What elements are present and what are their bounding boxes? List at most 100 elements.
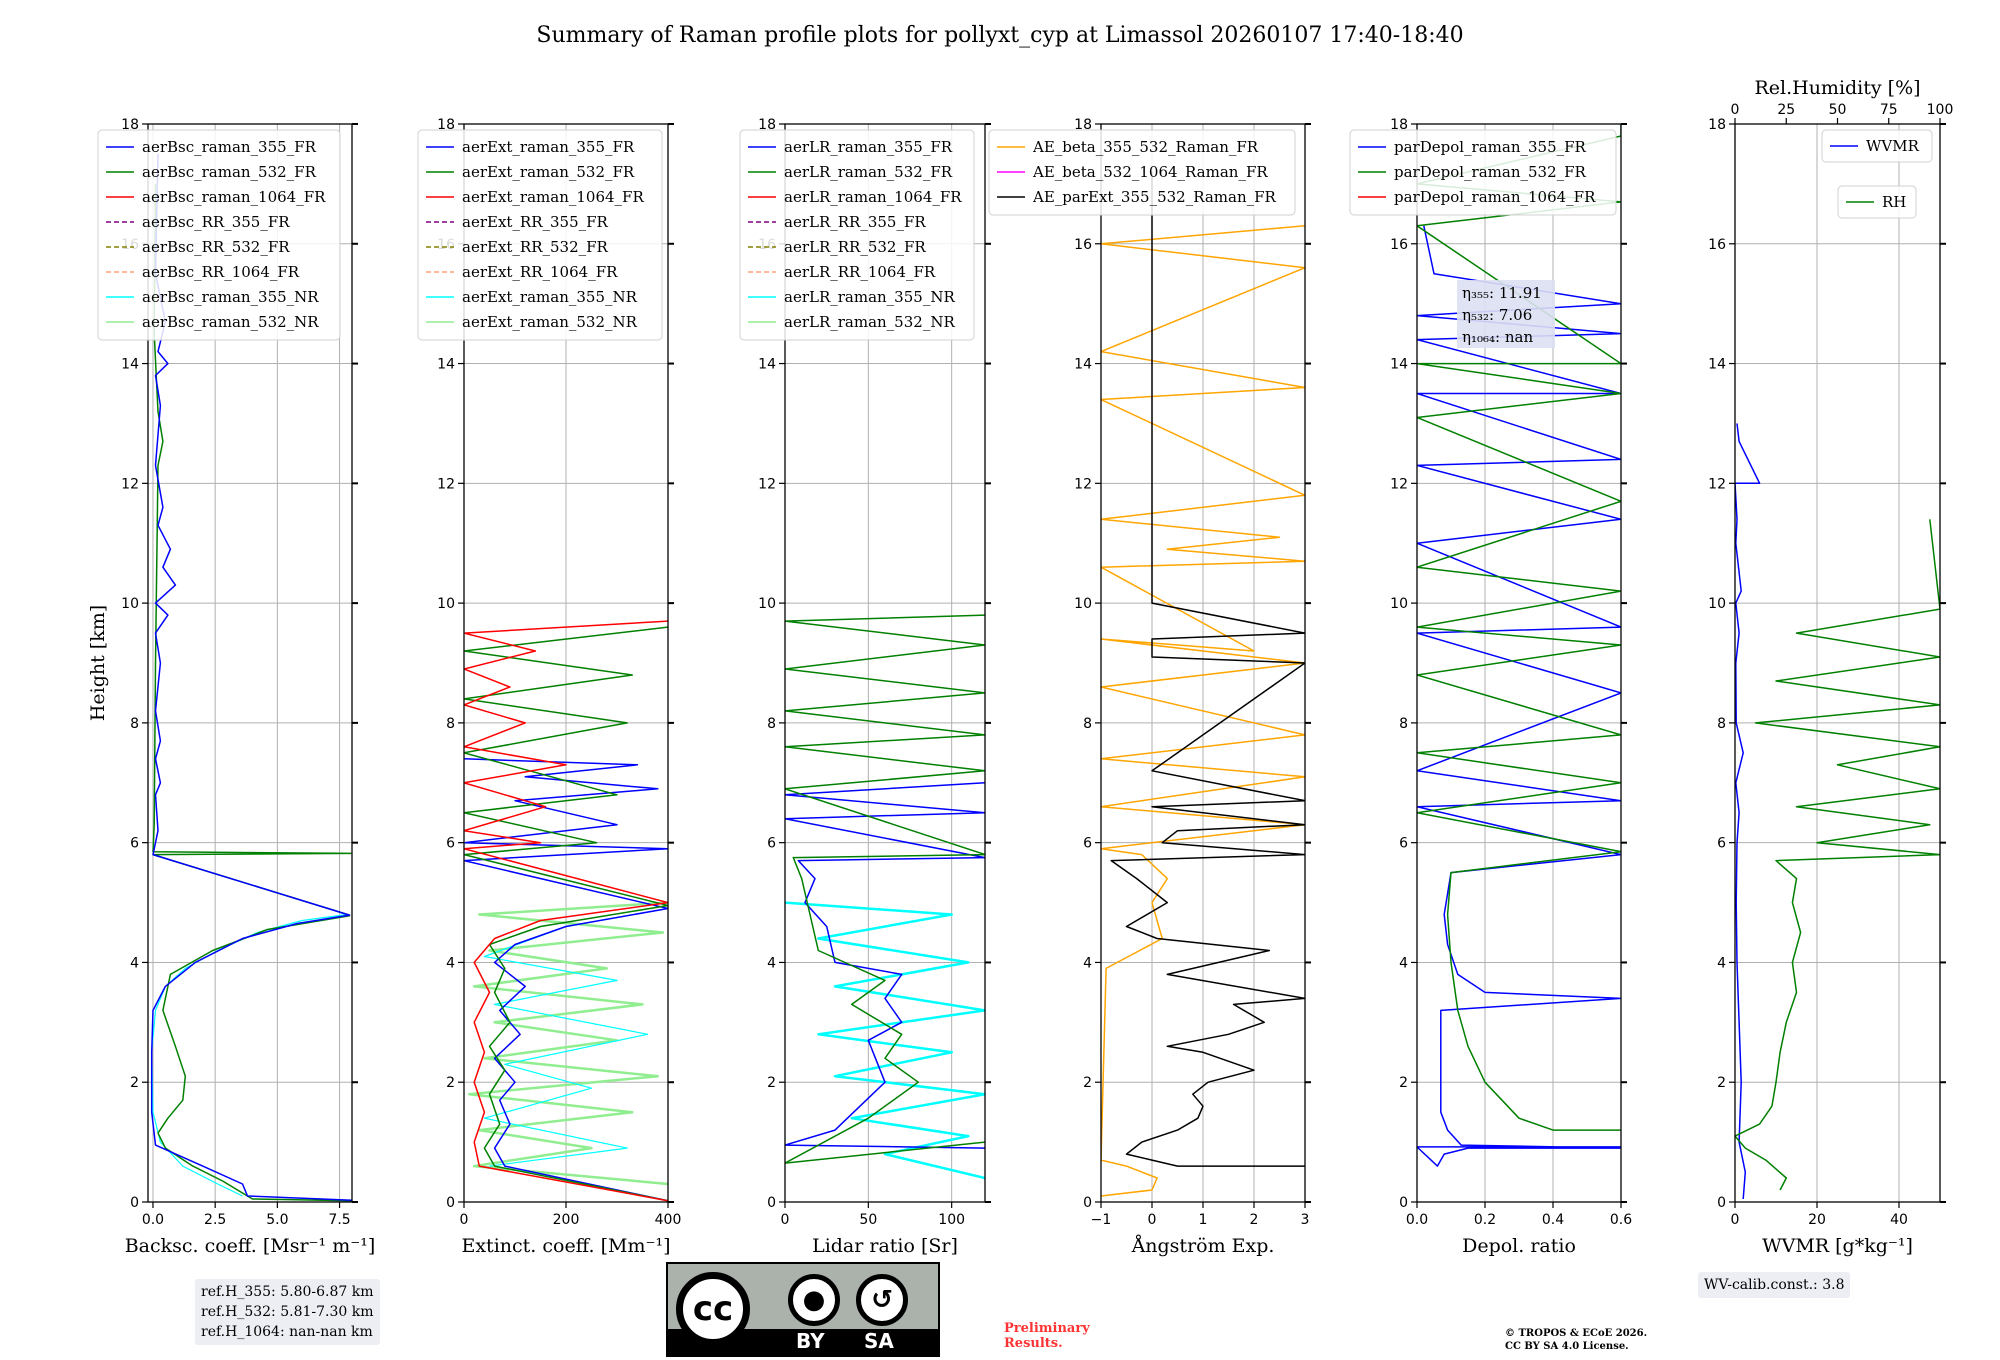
y-tick-label: 4 <box>1399 955 1408 971</box>
attribution-person-icon: ● <box>788 1274 840 1326</box>
plot-frame <box>147 123 353 1203</box>
y-tick-label: 0 <box>130 1195 139 1211</box>
legend-label: aerBsc_raman_1064_FR <box>142 188 326 206</box>
x-axis-label: Lidar ratio [Sr] <box>812 1235 958 1257</box>
y-tick-label: 14 <box>758 357 776 373</box>
legend-label: aerExt_raman_1064_FR <box>462 188 644 206</box>
cc-by-label: BY <box>796 1329 825 1353</box>
y-tick-label: 8 <box>1083 716 1092 732</box>
series-group <box>1101 171 1305 1197</box>
y-tick-label: 2 <box>767 1075 776 1091</box>
chart-panel-1: 0.02.55.07.5024681012141618Backsc. coeff… <box>87 117 375 1257</box>
plot-frame <box>784 123 986 1203</box>
series-line-aerBsc_raman_355_FR <box>150 153 352 1201</box>
y-tick-label: 10 <box>758 596 776 612</box>
x-tick-label: 3 <box>1301 1212 1310 1228</box>
y-tick-label: 2 <box>1399 1075 1408 1091</box>
y-tick-label: 0 <box>1083 1195 1092 1211</box>
y-tick-label: 14 <box>1390 357 1408 373</box>
legend: AE_beta_355_532_Raman_FR AE_beta_532_1064… <box>988 129 1296 216</box>
x-tick-label: 0.2 <box>1474 1212 1496 1228</box>
legend-box <box>739 129 975 341</box>
legend-label: aerLR_RR_1064_FR <box>784 263 936 281</box>
chart-panel-3: 050100024681012141618Lidar ratio [Sr]aer… <box>739 117 991 1257</box>
x-tick-label: 0 <box>1731 1212 1740 1228</box>
series-line-parDepol_raman_355_FR <box>1417 225 1621 1167</box>
x-tick-label: 0.6 <box>1610 1212 1632 1228</box>
x-tick-label: 0 <box>1148 1212 1157 1228</box>
copyright-note: © TROPOS & ECoE 2026. CC BY SA 4.0 Licen… <box>1505 1327 1647 1353</box>
y-tick-label: 10 <box>1708 596 1726 612</box>
series-line-RH <box>1735 519 1940 1191</box>
series-line-aerExt_raman_532_FR <box>464 626 668 1202</box>
y-tick-label: 4 <box>130 955 139 971</box>
legend-box <box>417 129 663 341</box>
y-tick-label: 0 <box>1717 1195 1726 1211</box>
legend-box <box>1349 129 1617 216</box>
legend-box <box>988 129 1296 216</box>
series-group <box>1735 423 1940 1200</box>
x-axis-label: Ångström Exp. <box>1131 1235 1275 1257</box>
panels-group: 0.02.55.07.5024681012141618Backsc. coeff… <box>87 77 1953 1257</box>
y-tick-label: 18 <box>758 117 776 133</box>
top-tick-label: 75 <box>1880 102 1898 118</box>
top-tick-label: 50 <box>1829 102 1847 118</box>
y-tick-label: 8 <box>1717 716 1726 732</box>
ref-height-355: ref.H_355: 5.80-6.87 km <box>201 1284 374 1300</box>
legend-label: aerLR_raman_355_FR <box>784 138 953 156</box>
y-tick-label: 4 <box>1717 955 1726 971</box>
y-tick-label: 6 <box>446 836 455 852</box>
top-axis-label: Rel.Humidity [%] <box>1754 77 1920 99</box>
legend-label: aerExt_RR_355_FR <box>462 213 609 231</box>
y-tick-label: 8 <box>1399 716 1408 732</box>
legend-label: aerBsc_RR_1064_FR <box>142 263 300 281</box>
legend-box <box>97 129 341 341</box>
y-tick-label: 4 <box>767 955 776 971</box>
series-line-aerLR_raman_355_FR <box>785 782 985 1149</box>
y-tick-label: 6 <box>1083 836 1092 852</box>
legend: WVMR RH <box>1821 129 1933 219</box>
y-tick-label: 8 <box>130 716 139 732</box>
y-tick-label: 16 <box>1074 237 1092 253</box>
series-line-aerLR_raman_532_FR <box>785 614 985 1164</box>
x-tick-label: 0.0 <box>142 1212 164 1228</box>
legend-label: aerLR_RR_355_FR <box>784 213 926 231</box>
y-tick-label: 18 <box>437 117 455 133</box>
series-group <box>464 620 668 1202</box>
eta-box <box>1457 280 1555 348</box>
legend-label: aerExt_raman_355_FR <box>462 138 635 156</box>
legend-label: aerBsc_RR_532_FR <box>142 238 290 256</box>
x-tick-label: −1 <box>1091 1212 1112 1228</box>
legend-label: AE_beta_355_532_Raman_FR <box>1032 138 1259 156</box>
legend-label: aerBsc_raman_355_FR <box>142 138 317 156</box>
legend-label: AE_beta_532_1064_Raman_FR <box>1032 163 1268 181</box>
preliminary-line-1: Preliminary <box>1004 1321 1090 1336</box>
series-group <box>785 614 985 1180</box>
chart-panel-5: 0.0 0.2 0.4 0.6 0 2 4 6 8 10 12 14 16 18 Depol. ratio p… <box>1349 117 1632 1257</box>
legend-label: WVMR <box>1866 137 1920 155</box>
legend-label: aerExt_raman_532_FR <box>462 163 635 181</box>
y-tick-label: 14 <box>1074 357 1092 373</box>
legend-box <box>1821 129 1933 163</box>
y-tick-label: 18 <box>121 117 139 133</box>
legend-label: aerLR_raman_355_NR <box>784 288 955 306</box>
x-tick-label: 200 <box>553 1212 580 1228</box>
legend-label: aerExt_RR_1064_FR <box>462 263 618 281</box>
legend: aerLR_raman_355_FR aerLR_raman_532_FR aerL… <box>739 129 975 341</box>
legend-box <box>1837 185 1917 219</box>
legend-label: aerLR_raman_1064_FR <box>784 188 962 206</box>
chart-panel-2: 0200400024681012141618Extinct. coeff. [M… <box>417 117 682 1257</box>
y-tick-label: 2 <box>130 1075 139 1091</box>
series-line-WVMR <box>1735 423 1761 1200</box>
eta-label-eta_532: η₅₃₂: 7.06 <box>1462 306 1532 324</box>
cc-icon: cc <box>676 1272 750 1346</box>
y-tick-label: 12 <box>437 476 455 492</box>
legend: aerBsc_raman_355_FR aerBsc_raman_532_FRae… <box>97 129 341 341</box>
legend: aerExt_raman_355_FR aerExt_raman_532_FRae… <box>417 129 663 341</box>
legend-label: parDepol_raman_1064_FR <box>1394 188 1596 206</box>
y-tick-label: 10 <box>1074 596 1092 612</box>
y-tick-label: 6 <box>767 836 776 852</box>
cc-license-badge: cc ● ↺ BY SA <box>666 1262 940 1357</box>
x-tick-label: 400 <box>655 1212 682 1228</box>
